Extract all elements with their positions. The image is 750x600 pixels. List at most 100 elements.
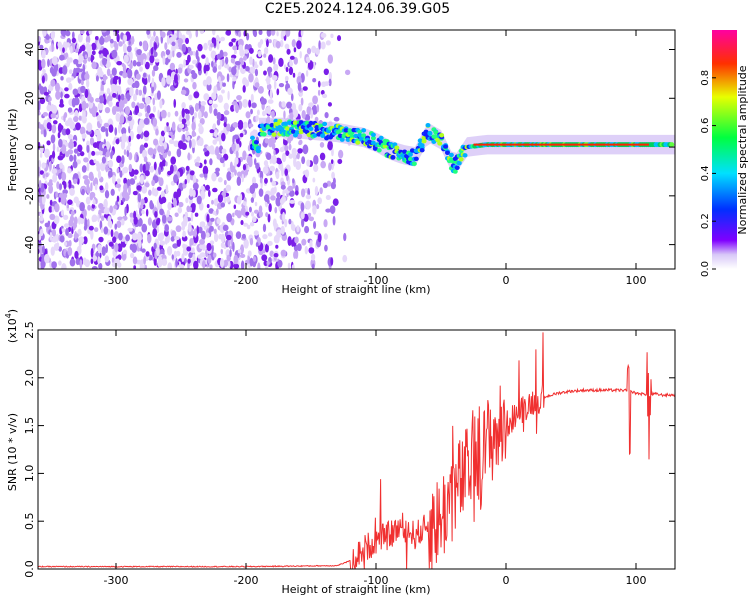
noise-speckle (235, 231, 242, 240)
noise-speckle (317, 197, 322, 205)
noise-speckle (110, 188, 115, 196)
noise-speckle (253, 158, 257, 166)
ridge-blob (413, 156, 419, 162)
noise-speckle (166, 216, 173, 222)
noise-speckle (245, 65, 250, 72)
noise-speckle (244, 169, 249, 176)
noise-speckle (58, 138, 63, 148)
noise-speckle (223, 116, 228, 124)
noise-speckle (284, 218, 288, 228)
noise-speckle (297, 148, 303, 154)
noise-speckle (187, 135, 191, 142)
noise-speckle (249, 237, 254, 246)
noise-speckle (77, 216, 82, 225)
noise-speckle (71, 31, 75, 39)
noise-speckle (188, 32, 192, 39)
noise-speckle (271, 74, 278, 81)
colorbar-tick-label: 0.4 (700, 165, 711, 181)
noise-speckle (81, 100, 87, 111)
noise-speckle (188, 252, 193, 259)
noise-speckle (108, 241, 114, 247)
noise-speckle (122, 71, 128, 79)
ridge-blob (308, 120, 314, 126)
noise-speckle (108, 170, 113, 178)
noise-speckle (173, 197, 177, 208)
noise-speckle (307, 212, 312, 217)
noise-speckle (264, 243, 269, 253)
noise-speckle (49, 179, 53, 184)
noise-speckle (129, 122, 134, 131)
noise-speckle (142, 97, 146, 102)
noise-speckle (129, 212, 134, 219)
noise-speckle (46, 140, 51, 146)
noise-speckle (39, 97, 46, 105)
noise-speckle (227, 261, 231, 268)
noise-speckle (121, 155, 125, 165)
noise-speckle (145, 208, 149, 217)
noise-speckle (116, 167, 120, 174)
noise-speckle (223, 110, 230, 116)
noise-speckle (136, 133, 141, 140)
noise-speckle (232, 122, 239, 128)
noise-speckle (265, 77, 271, 83)
noise-speckle (102, 75, 108, 80)
noise-speckle (129, 178, 136, 185)
noise-speckle (300, 202, 305, 212)
ridge-blob (353, 133, 359, 139)
ridge-blob (300, 124, 306, 130)
noise-speckle (77, 228, 82, 237)
noise-speckle (173, 73, 178, 84)
noise-speckle (242, 150, 247, 161)
noise-speckle (247, 145, 251, 152)
colorbar-tick-label: 0.6 (700, 118, 711, 134)
ridge-blob (431, 139, 437, 144)
noise-speckle (328, 78, 332, 87)
noise-speckle (278, 163, 282, 170)
noise-speckle (136, 48, 142, 56)
noise-speckle (38, 260, 42, 269)
noise-speckle (221, 89, 225, 94)
noise-speckle (191, 121, 196, 131)
noise-speckle (87, 57, 91, 62)
noise-speckle (312, 77, 317, 83)
noise-speckle (106, 54, 111, 63)
noise-speckle (59, 54, 65, 61)
noise-speckle (164, 57, 169, 66)
noise-speckle (285, 30, 291, 37)
noise-speckle (62, 30, 66, 38)
noise-speckle (155, 218, 160, 226)
noise-speckle (54, 82, 61, 93)
noise-speckle (176, 148, 182, 158)
noise-speckle (305, 200, 311, 210)
noise-speckle (226, 171, 232, 181)
noise-speckle (121, 127, 127, 135)
noise-speckle (151, 69, 156, 77)
noise-speckle (242, 201, 247, 206)
noise-speckle (323, 68, 329, 76)
noise-speckle (69, 187, 75, 196)
noise-speckle (259, 59, 263, 66)
noise-speckle (41, 75, 45, 84)
noise-speckle (59, 162, 64, 170)
noise-speckle (295, 160, 302, 171)
noise-speckle (149, 38, 153, 49)
noise-speckle (102, 47, 108, 57)
noise-speckle (95, 97, 100, 103)
noise-speckle (202, 165, 209, 176)
noise-speckle (158, 166, 162, 175)
y-tick-label: 40 (23, 43, 36, 57)
ridge-blob (378, 135, 384, 141)
noise-speckle (279, 39, 284, 48)
noise-speckle (152, 105, 157, 113)
noise-speckle (327, 102, 332, 107)
noise-speckle (153, 30, 156, 37)
noise-speckle (237, 249, 242, 254)
noise-speckle (192, 81, 197, 90)
x-tick-label: -200 (234, 274, 259, 287)
noise-speckle (181, 108, 185, 118)
noise-speckle (288, 66, 294, 76)
noise-speckle (293, 157, 297, 168)
noise-speckle (292, 178, 295, 184)
noise-speckle (154, 58, 160, 63)
noise-speckle (256, 109, 260, 116)
